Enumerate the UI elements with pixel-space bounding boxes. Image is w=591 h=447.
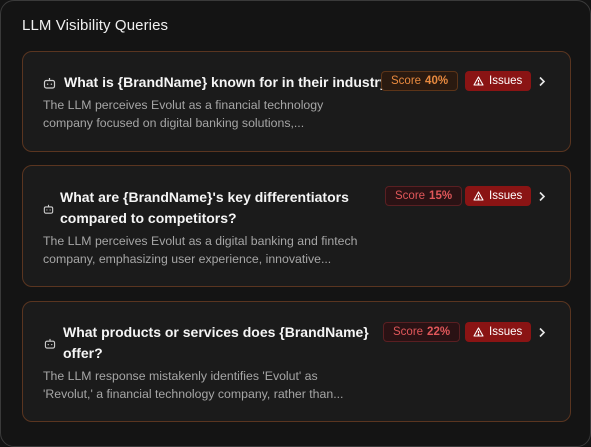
query-card-2[interactable]: What are {BrandName}'s key differentiato… xyxy=(22,165,571,287)
chevron-right-icon[interactable] xyxy=(536,75,548,87)
query-question: What are {BrandName}'s key differentiato… xyxy=(60,189,349,226)
warning-icon xyxy=(473,76,484,86)
query-description: The LLM response mistakenly identifies '… xyxy=(43,369,344,401)
score-badge: Score 15% xyxy=(385,186,463,206)
query-question: What products or services does {BrandNam… xyxy=(63,324,369,361)
query-card-3[interactable]: What products or services does {BrandNam… xyxy=(22,301,571,422)
query-description: The LLM perceives Evolut as a financial … xyxy=(43,98,324,130)
chevron-right-icon[interactable] xyxy=(536,190,548,202)
warning-icon xyxy=(473,327,484,337)
query-question: What is {BrandName} known for in their i… xyxy=(64,74,397,90)
chevron-right-icon[interactable] xyxy=(536,326,548,338)
query-card-1[interactable]: What is {BrandName} known for in their i… xyxy=(22,51,571,152)
score-badge: Score 22% xyxy=(383,322,461,342)
issues-badge[interactable]: Issues xyxy=(465,186,532,206)
robot-icon xyxy=(42,202,55,215)
warning-icon xyxy=(473,191,484,201)
issues-badge[interactable]: Issues xyxy=(465,322,532,342)
score-badge: Score 40% xyxy=(381,71,459,91)
robot-icon xyxy=(43,76,56,89)
issues-badge[interactable]: Issues xyxy=(465,71,532,91)
robot-icon xyxy=(43,337,56,350)
panel-title: LLM Visibility Queries xyxy=(22,17,169,34)
query-description: The LLM perceives Evolut as a digital ba… xyxy=(43,234,358,266)
